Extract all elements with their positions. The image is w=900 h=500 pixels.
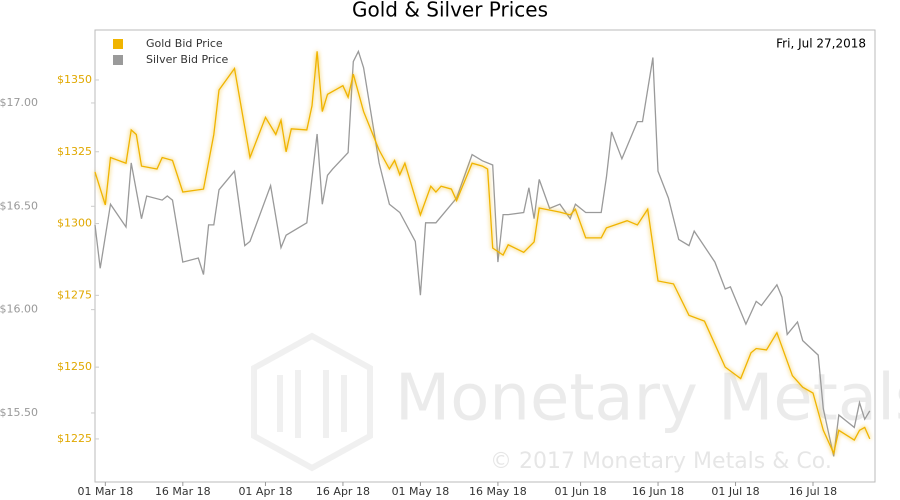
y-tick-label: $1275	[57, 288, 92, 301]
y2-tick-label: $15.50	[0, 406, 38, 419]
x-tick-label: 01 Jul 18	[711, 485, 759, 498]
watermark-logo	[251, 332, 373, 472]
x-tick-label: 01 Mar 18	[77, 485, 133, 498]
y2-tick-label: $17.00	[0, 96, 38, 109]
y-tick-label: $1250	[57, 360, 92, 373]
y-tick-label: $1325	[57, 145, 92, 158]
x-tick-label: 01 Apr 18	[238, 485, 292, 498]
x-tick-label: 16 Mar 18	[155, 485, 211, 498]
copyright: © 2017 Monetary Metals & Co.	[490, 449, 832, 474]
y-tick-label: $1225	[57, 432, 92, 445]
series-line	[94, 49, 871, 457]
x-tick-label: 16 Apr 18	[316, 485, 370, 498]
watermark: Monetary Metals	[395, 362, 900, 436]
x-tick-label: 16 Jul 18	[789, 485, 837, 498]
y2-tick-label: $16.00	[0, 303, 38, 316]
plot-area	[94, 29, 876, 483]
y-tick-label: $1300	[57, 217, 92, 230]
x-tick-label: 01 May 18	[392, 485, 450, 498]
annotation: Fri, Jul 27,2018	[776, 37, 866, 51]
y2-tick-label: $16.50	[0, 199, 38, 212]
x-tick-label: 16 May 18	[469, 485, 527, 498]
x-tick-label: 16 Jun 18	[632, 485, 684, 498]
legend-swatch	[113, 55, 123, 65]
legend-label: Gold Bid Price	[146, 37, 223, 50]
chart-title: Gold & Silver Prices	[352, 0, 548, 22]
x-tick-label: 01 Jun 18	[554, 485, 606, 498]
series-line	[94, 51, 871, 456]
legend-swatch	[113, 39, 123, 49]
y-tick-label: $1350	[57, 73, 92, 86]
legend-label: Silver Bid Price	[146, 53, 229, 66]
